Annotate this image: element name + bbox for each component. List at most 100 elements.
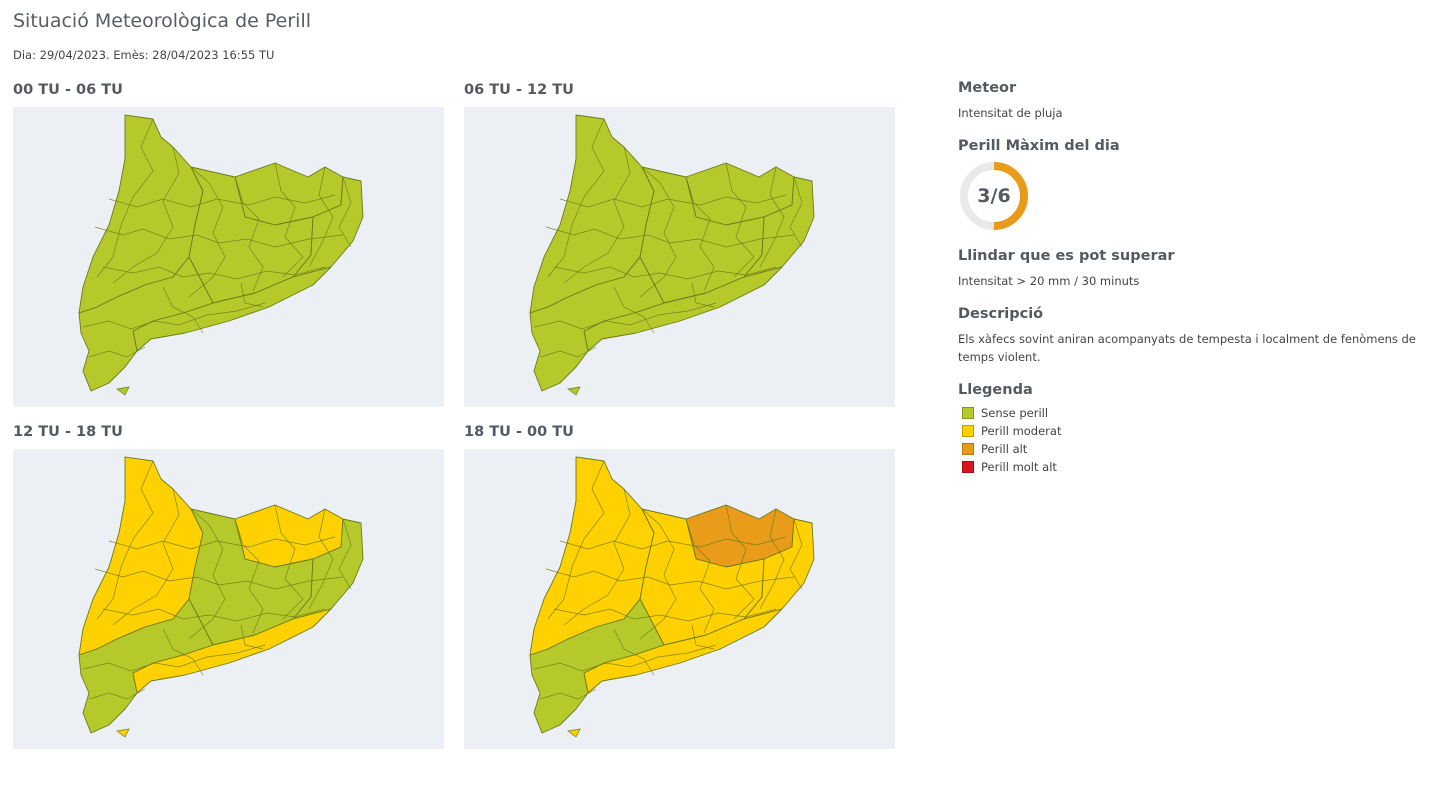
- legend-swatch: [962, 407, 974, 419]
- county-border: [547, 118, 605, 278]
- description-title: Descripció: [958, 306, 1044, 322]
- county-border: [240, 282, 264, 308]
- county-border: [533, 302, 717, 330]
- legend-title: Llegenda: [958, 382, 1033, 398]
- threshold-value: Intensitat > 20 mm / 30 minuts: [958, 274, 1140, 288]
- county-border: [96, 460, 154, 620]
- county-border: [533, 644, 717, 672]
- legend-item: Perill molt alt: [962, 458, 1428, 476]
- delta-islet: [567, 728, 581, 738]
- county-border: [188, 508, 226, 640]
- page-title: Situació Meteorològica de Perill: [13, 10, 312, 32]
- county-border: [308, 508, 334, 610]
- meteor-section: Meteor Intensitat de pluja: [958, 80, 1428, 122]
- catalonia-regions: [78, 456, 364, 738]
- period-label-4: 18 TU - 00 TU: [464, 424, 574, 440]
- legend-label: Perill alt: [981, 442, 1028, 456]
- issue-date: Dia: 29/04/2023. Emès: 28/04/2023 16:55 …: [13, 48, 275, 62]
- county-border: [102, 608, 326, 622]
- description-value: Els xàfecs sovint aniran acompanyats de …: [958, 332, 1416, 364]
- map-panel-3[interactable]: [13, 449, 444, 749]
- meteor-value: Intensitat de pluja: [958, 106, 1063, 120]
- county-border: [691, 282, 715, 308]
- county-border: [112, 488, 180, 626]
- catalonia-regions: [529, 114, 815, 396]
- legend-list: Sense perill Perill moderat Perill alt P…: [958, 404, 1428, 476]
- county-border: [274, 162, 304, 278]
- county-border: [691, 624, 715, 650]
- county-border: [234, 176, 264, 292]
- catalonia-map[interactable]: [13, 107, 444, 407]
- county-border: [639, 508, 677, 640]
- county-border: [82, 644, 266, 672]
- county-border: [240, 624, 264, 650]
- description-section: Descripció Els xàfecs sovint aniran acom…: [958, 306, 1428, 366]
- county-border: [685, 518, 715, 634]
- county-border: [613, 628, 655, 676]
- info-sidebar: Meteor Intensitat de pluja Perill Màxim …: [958, 80, 1428, 492]
- county-border: [102, 266, 326, 280]
- catalonia-regions: [78, 114, 364, 396]
- county-border: [563, 146, 631, 284]
- county-border: [112, 146, 180, 284]
- county-border: [88, 688, 146, 700]
- county-border: [639, 166, 677, 298]
- county-border: [188, 166, 226, 298]
- county-border: [82, 302, 266, 330]
- county-border: [685, 176, 715, 292]
- catalonia-map[interactable]: [464, 449, 895, 749]
- county-border: [338, 518, 352, 590]
- catalonia-map[interactable]: [13, 449, 444, 749]
- legend-label: Perill molt alt: [981, 460, 1057, 474]
- county-border: [553, 608, 777, 622]
- catalonia-regions: [529, 456, 815, 738]
- county-border: [547, 460, 605, 620]
- county-border: [759, 166, 785, 268]
- delta-islet: [116, 728, 130, 738]
- legend-item: Sense perill: [962, 404, 1428, 422]
- county-border: [94, 226, 344, 248]
- legend-label: Sense perill: [981, 406, 1049, 420]
- county-border: [545, 226, 795, 248]
- county-border: [162, 628, 204, 676]
- county-border: [308, 166, 334, 268]
- catalonia-map[interactable]: [464, 107, 895, 407]
- max-danger-section: Perill Màxim del dia 3/6: [958, 138, 1428, 232]
- county-border: [725, 162, 755, 278]
- map-panel-2[interactable]: [464, 107, 895, 407]
- county-border: [539, 346, 597, 358]
- legend-item: Perill moderat: [962, 422, 1428, 440]
- county-border: [759, 508, 785, 610]
- gauge-arc: [960, 162, 1028, 230]
- danger-gauge: 3/6: [958, 160, 1030, 232]
- county-border: [559, 536, 787, 550]
- legend-swatch: [962, 443, 974, 455]
- county-border: [725, 504, 755, 620]
- period-label-2: 06 TU - 12 TU: [464, 82, 574, 98]
- county-border: [553, 266, 777, 280]
- county-border: [96, 118, 154, 278]
- map-panel-4[interactable]: [464, 449, 895, 749]
- legend-swatch: [962, 461, 974, 473]
- meteor-title: Meteor: [958, 80, 1017, 96]
- delta-islet: [116, 386, 130, 396]
- max-danger-title: Perill Màxim del dia: [958, 138, 1120, 154]
- county-border: [789, 518, 803, 590]
- county-border: [88, 346, 146, 358]
- county-border: [94, 568, 344, 590]
- legend-section: Llegenda Sense perill Perill moderat Per…: [958, 382, 1428, 476]
- legend-swatch: [962, 425, 974, 437]
- period-label-1: 00 TU - 06 TU: [13, 82, 123, 98]
- delta-islet: [567, 386, 581, 396]
- gauge-value: 3/6: [977, 185, 1011, 207]
- county-border: [108, 194, 336, 208]
- threshold-section: Llindar que es pot superar Intensitat > …: [958, 248, 1428, 290]
- legend-label: Perill moderat: [981, 424, 1062, 438]
- county-border: [108, 536, 336, 550]
- county-border: [274, 504, 304, 620]
- county-border: [563, 488, 631, 626]
- threshold-title: Llindar que es pot superar: [958, 248, 1175, 264]
- map-panel-1[interactable]: [13, 107, 444, 407]
- county-border: [234, 518, 264, 634]
- county-border: [338, 176, 352, 248]
